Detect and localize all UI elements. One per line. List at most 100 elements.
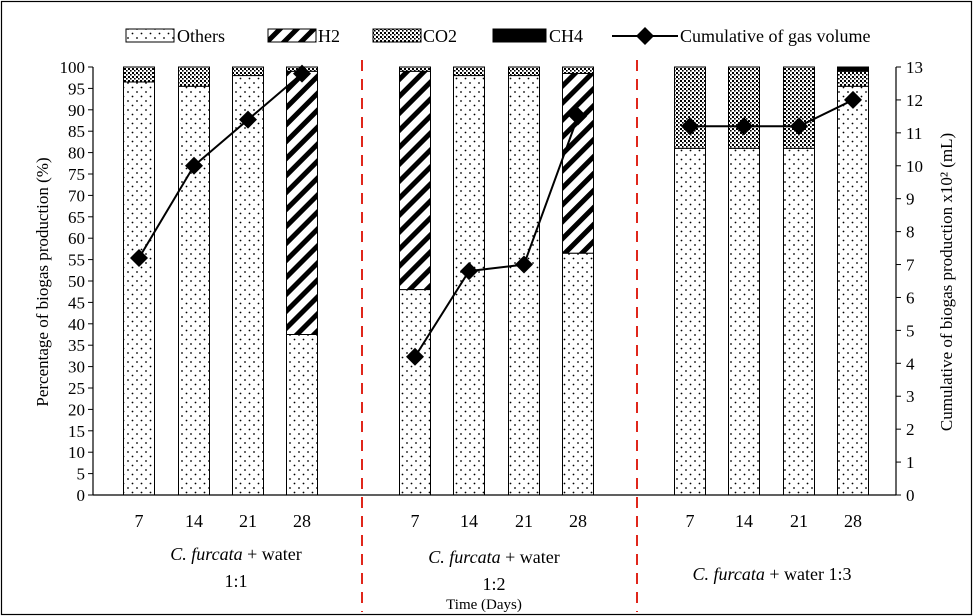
cumulative-point-diamond-icon [239, 110, 257, 129]
group-label-2-line-2: 1:2 [482, 574, 505, 594]
bar-segment-co2 [837, 70, 869, 87]
group-label-3-medium: + water 1:3 [765, 564, 852, 584]
bar-segment-others [728, 147, 760, 496]
y-tick-label-left: 75 [68, 165, 85, 184]
x-tick-label: 7 [411, 511, 420, 531]
bar-segment-co2 [508, 66, 540, 77]
cumulative-point-diamond-icon [569, 107, 587, 126]
y-axis-left: 0 5 10 15 20 25 30 35 40 45 50 55 60 65 70 75 80 85 90 95 10… [60, 58, 94, 505]
y-tick-label-right: 11 [906, 124, 922, 143]
y-tick-label-right: 13 [906, 58, 923, 77]
bar-segment-co2 [399, 66, 431, 72]
bar-segment-co2 [232, 66, 264, 77]
x-tick-label: 21 [239, 511, 257, 531]
x-tick-label: 21 [515, 511, 533, 531]
cumulative-point-diamond-icon [406, 347, 424, 366]
bar-segment-co2 [453, 66, 485, 77]
y-axis-title-right: Cumulative of biogas production x10² (mL… [937, 133, 956, 431]
cumulative-point-diamond-icon [185, 156, 203, 175]
y-tick-label-right: 6 [906, 288, 915, 307]
cumulative-point-diamond-icon [130, 248, 148, 267]
y-tick-label-left: 95 [68, 79, 85, 98]
separators-layer [361, 60, 638, 612]
bar-segment-others [178, 85, 210, 496]
bar-segment-ch4 [837, 66, 869, 72]
cumulative-point-diamond-icon [293, 64, 311, 83]
group-label-3: C. furcata + water 1:3 [693, 564, 852, 584]
bar-segment-others [508, 75, 540, 496]
x-tick-label: 28 [569, 511, 587, 531]
legend-swatch-co2 [372, 28, 422, 43]
y-tick-label-right: 3 [906, 387, 915, 406]
cumulative-point-diamond-icon [681, 117, 699, 136]
y-tick-label-left: 45 [68, 293, 85, 312]
x-tick-labels: 7 14 21 28 7 14 21 28 7 14 21 28 [135, 511, 863, 531]
bar-segment-co2 [123, 66, 155, 83]
legend-label-co2: CO2 [423, 26, 457, 46]
y-tick-label-left: 5 [77, 465, 86, 484]
y-tick-label-left: 50 [68, 272, 85, 291]
legend-item-co2: CO2 [372, 26, 457, 46]
legend-item-ch4: CH4 [492, 26, 583, 46]
y-tick-label-left: 60 [68, 229, 85, 248]
y-tick-label-right: 0 [906, 486, 915, 505]
x-tick-label: 28 [844, 511, 862, 531]
bar-segment-co2 [783, 66, 815, 149]
x-tick-label: 14 [185, 511, 203, 531]
x-tick-label: 21 [790, 511, 808, 531]
cumulative-point-diamond-icon [515, 255, 533, 274]
x-tick-label: 7 [135, 511, 144, 531]
y-tick-label-left: 100 [60, 58, 86, 77]
y-axis-title-left: Percentage of biogas production (%) [33, 157, 52, 406]
bar-segment-others [399, 289, 431, 496]
bar-segment-h2 [286, 70, 318, 335]
cumulative-line-segment [414, 116, 579, 358]
y-tick-label-right: 10 [906, 157, 923, 176]
group-label-3-species: C. furcata [693, 564, 765, 584]
legend-item-h2: H2 [267, 26, 340, 46]
y-tick-label-left: 20 [68, 400, 85, 419]
legend-swatch-ch4 [492, 28, 547, 43]
legend-label-ch4: CH4 [549, 26, 583, 46]
y-tick-label-right: 7 [906, 256, 915, 275]
group-label-1-medium: + water [243, 544, 302, 564]
y-tick-label-left: 30 [68, 358, 85, 377]
group-label-2-species: C. furcata [428, 547, 500, 567]
bar-segment-others [123, 81, 155, 496]
legend-item-others: Others [125, 26, 225, 46]
bar-segment-co2 [728, 66, 760, 149]
bar-segment-others [562, 252, 594, 496]
legend-item-cumulative: Cumulative of gas volume [612, 26, 870, 46]
cumulative-point-diamond-icon [844, 90, 862, 109]
bar-segment-others [837, 85, 869, 496]
y-tick-label-left: 35 [68, 336, 85, 355]
cumulative-point-diamond-icon [790, 117, 808, 136]
y-tick-label-left: 40 [68, 315, 85, 334]
group-label-1-species: C. furcata [170, 544, 242, 564]
x-tick-label: 7 [686, 511, 695, 531]
cumulative-point-diamond-icon [735, 117, 753, 136]
group-label-2-line-1: C. furcata + water [428, 547, 559, 567]
legend-label-h2: H2 [318, 26, 340, 46]
legend-label-others: Others [177, 26, 225, 46]
group-label-1-line-1: C. furcata + water [170, 544, 301, 564]
legend-swatch-others [125, 28, 175, 43]
bar-segment-others [232, 75, 264, 496]
x-tick-label: 14 [735, 511, 753, 531]
y-tick-label-right: 12 [906, 91, 923, 110]
group-label-1-line-2: 1:1 [224, 571, 247, 591]
y-tick-label-right: 9 [906, 190, 915, 209]
y-tick-label-left: 80 [68, 144, 85, 163]
cumulative-line-segment [138, 72, 303, 259]
y-tick-label-right: 2 [906, 420, 915, 439]
bars-layer [123, 66, 869, 496]
y-tick-label-right: 8 [906, 223, 915, 242]
x-tick-label: 14 [460, 511, 478, 531]
bar-segment-h2 [399, 70, 431, 291]
legend-swatch-h2 [267, 28, 317, 43]
legend-marker-diamond-icon [636, 27, 654, 45]
x-tick-label: 28 [293, 511, 311, 531]
bar-segment-h2 [562, 72, 594, 254]
